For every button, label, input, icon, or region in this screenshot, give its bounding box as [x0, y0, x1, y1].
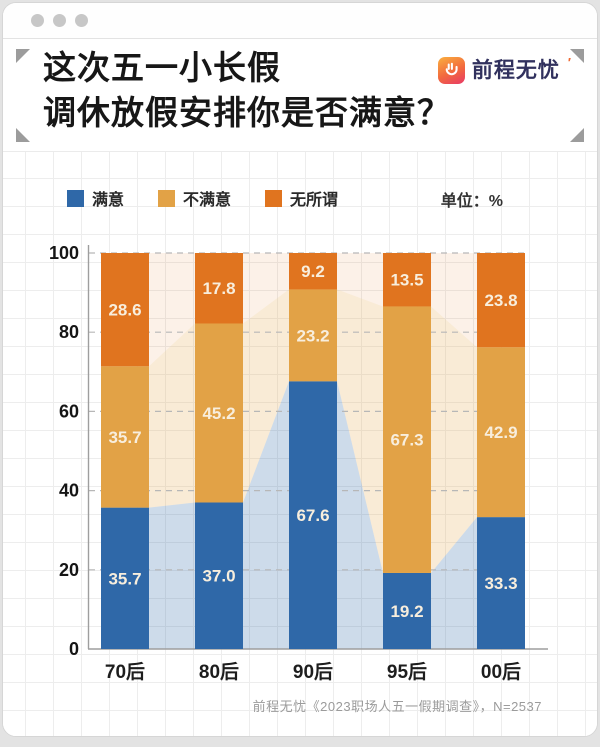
legend-item-satisfied: 满意 — [67, 186, 124, 210]
bar-value-label: 35.7 — [108, 428, 141, 447]
x-category-label: 00后 — [481, 661, 521, 683]
bar-value-label: 42.9 — [484, 423, 517, 442]
x-category-label: 90后 — [293, 661, 333, 683]
bar-segment — [289, 289, 337, 382]
bar-segment — [101, 507, 149, 649]
window-minimize-button[interactable] — [53, 14, 66, 27]
bar-value-label: 33.3 — [484, 574, 517, 593]
legend-swatch-icon — [67, 189, 84, 207]
bar-segment — [383, 253, 431, 307]
y-tick-label: 40 — [59, 481, 79, 501]
legend-swatch-icon — [265, 189, 283, 207]
bar-value-label: 23.2 — [296, 326, 329, 345]
bar-value-label: 67.6 — [296, 506, 329, 525]
y-tick-label: 0 — [69, 639, 79, 659]
window-controls — [31, 14, 88, 27]
legend-label: 无所谓 — [290, 192, 339, 209]
window-close-button[interactable] — [31, 14, 44, 27]
browser-titlebar — [3, 3, 597, 39]
bar-value-label: 17.8 — [202, 279, 235, 298]
page-title-line2: 调休放假安排你是否满意？ — [43, 94, 451, 131]
bar-segment — [195, 502, 243, 649]
chart-poster: 满意 不满意 无所谓 单位：% 0 20 40 60 80 100 35.7 35.7 28.6… — [3, 152, 597, 736]
brand-name: 前程无忧 — [471, 59, 560, 82]
trademark-mark: ′ — [567, 55, 571, 70]
bar-value-label: 67.3 — [390, 431, 423, 450]
corner-mark-icon — [570, 128, 584, 142]
unit-label: 单位：% — [440, 193, 503, 210]
page-title-line1: 这次五一小长假 — [43, 49, 281, 86]
brand-logo: 前程无忧 ′ — [437, 55, 571, 86]
stacked-bar-chart: 0 20 40 60 80 100 35.7 35.7 28.6 70后 37.0 45.2 17.8 8… — [49, 243, 548, 683]
x-category-label: 95后 — [387, 661, 427, 683]
legend-swatch-icon — [158, 189, 176, 207]
legend-label: 满意 — [92, 192, 125, 209]
bar-value-label: 19.2 — [390, 602, 423, 621]
y-tick-label: 20 — [59, 560, 79, 580]
bar-segment — [289, 253, 337, 290]
bar-value-label: 37.0 — [202, 567, 235, 586]
chart-legend: 满意 不满意 无所谓 — [67, 186, 338, 210]
bar-segment — [101, 253, 149, 367]
bar-segment — [383, 306, 431, 573]
page-title: 这次五一小长假 调休放假安排你是否满意？ — [43, 45, 451, 135]
bar-value-label: 45.2 — [202, 404, 235, 423]
bar-segment — [477, 253, 525, 348]
bar-value-label: 28.6 — [108, 301, 141, 320]
bar-segment — [383, 572, 431, 649]
bar-segment — [101, 366, 149, 508]
legend-item-indifferent: 无所谓 — [265, 186, 338, 210]
y-tick-label: 100 — [49, 243, 79, 263]
corner-mark-icon — [16, 128, 30, 142]
corner-mark-icon — [16, 49, 30, 63]
bar-segment — [195, 253, 243, 324]
hand-logo-icon — [437, 57, 465, 84]
bar-segment — [289, 381, 337, 649]
bar-segment — [195, 323, 243, 503]
bar-segment — [477, 347, 525, 518]
corner-mark-icon — [570, 49, 584, 63]
window-maximize-button[interactable] — [75, 14, 88, 27]
header: 这次五一小长假 调休放假安排你是否满意？ 前程无忧 ′ — [3, 39, 597, 152]
source-note: 前程无忧《2023职场人五一假期调查》，N=2537 — [252, 699, 542, 714]
bar-value-label: 23.8 — [484, 291, 517, 310]
browser-window: 这次五一小长假 调休放假安排你是否满意？ 前程无忧 ′ 满意 不满意 — [2, 2, 598, 737]
bar-value-label: 9.2 — [301, 262, 325, 281]
y-tick-label: 80 — [59, 322, 79, 342]
y-tick-label: 60 — [59, 401, 79, 421]
x-category-label: 80后 — [199, 661, 239, 683]
bar-value-label: 35.7 — [108, 569, 141, 588]
x-category-label: 70后 — [105, 661, 145, 683]
bar-value-label: 13.5 — [390, 271, 423, 290]
legend-item-dissatisfied: 不满意 — [158, 186, 231, 210]
legend-label: 不满意 — [183, 192, 232, 209]
bar-segment — [477, 517, 525, 649]
